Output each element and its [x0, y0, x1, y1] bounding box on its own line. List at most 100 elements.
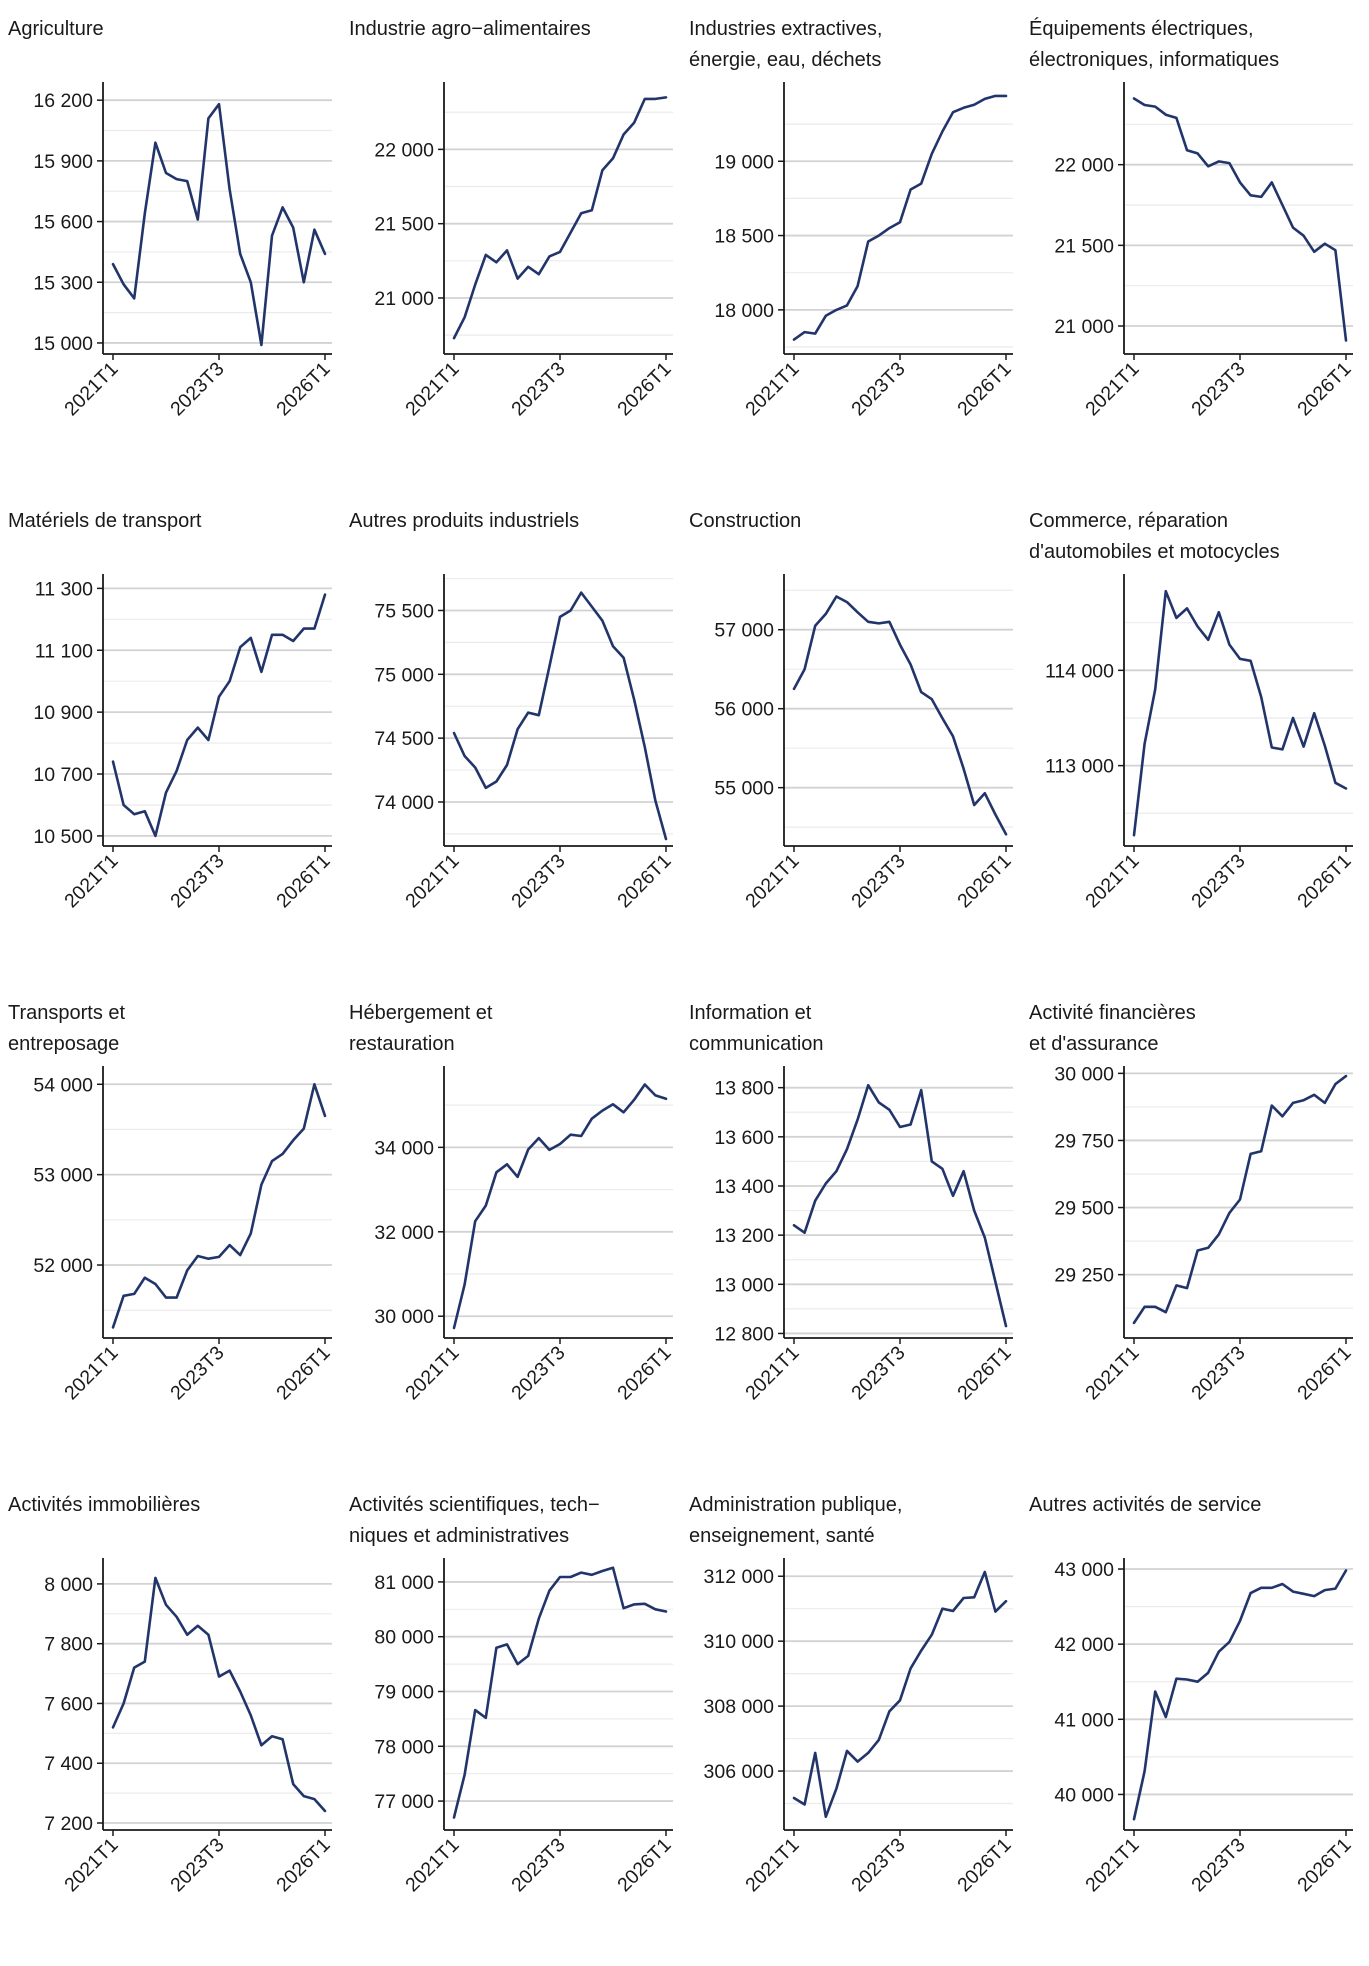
- x-tick-label: 2023T3: [507, 358, 569, 420]
- line-chart: 52 000 53 000 54 000 2021T1 2023T3 2026T1: [33, 1066, 335, 1404]
- series-line: [792, 595, 1008, 836]
- y-tick-label: 21 500: [1054, 235, 1114, 257]
- x-tick-label: 2021T1: [401, 850, 463, 912]
- x-tick-label: 2023T3: [1187, 1834, 1249, 1896]
- y-tick-label: 15 900: [33, 151, 93, 173]
- y-tick-label: 21 000: [374, 288, 434, 310]
- y-tick-label: 79 000: [374, 1682, 434, 1704]
- line-chart: 113 000 114 000 2021T1 2023T3 2026T1: [1045, 574, 1356, 912]
- chart-title: Matériels de transport: [8, 510, 202, 532]
- y-tick-label: 16 200: [33, 90, 93, 112]
- chart-panel: Hébergement et restauration 30 000 32 000 3…: [341, 984, 681, 1474]
- x-tick-label: 2023T3: [507, 1834, 569, 1896]
- y-tick-label: 7 400: [44, 1753, 93, 1775]
- y-tick-label: 15 600: [33, 212, 93, 234]
- y-tick-label: 22 000: [1054, 155, 1114, 177]
- chart-panel: Commerce, réparation d'automobiles et mo…: [1021, 492, 1361, 982]
- y-tick-label: 30 000: [1054, 1063, 1114, 1085]
- x-tick-label: 2026T1: [953, 358, 1015, 420]
- x-tick-label: 2023T3: [1187, 358, 1249, 420]
- x-tick-label: 2021T1: [741, 358, 803, 420]
- x-tick-label: 2021T1: [60, 1834, 122, 1896]
- x-tick-label: 2023T3: [166, 1834, 228, 1896]
- x-tick-label: 2023T3: [847, 850, 909, 912]
- y-tick-label: 57 000: [714, 620, 774, 642]
- series-line: [111, 1576, 327, 1813]
- chart-title: Transports et entreposage: [8, 1002, 126, 1055]
- y-tick-label: 81 000: [374, 1572, 434, 1594]
- y-tick-label: 32 000: [374, 1222, 434, 1244]
- y-tick-label: 54 000: [33, 1074, 93, 1096]
- series-line: [111, 1083, 327, 1329]
- x-tick-label: 2021T1: [401, 1342, 463, 1404]
- series-line: [792, 94, 1008, 341]
- chart-panel: Activité financières et d'assurance 29 25…: [1021, 984, 1361, 1474]
- x-tick-label: 2026T1: [953, 1342, 1015, 1404]
- chart-panel: Administration publique, enseignement, s…: [681, 1476, 1021, 1966]
- x-tick-label: 2021T1: [60, 850, 122, 912]
- y-tick-label: 10 500: [33, 826, 93, 848]
- y-tick-label: 78 000: [374, 1736, 434, 1758]
- x-tick-label: 2021T1: [741, 1834, 803, 1896]
- series-line: [452, 591, 668, 841]
- y-tick-label: 29 500: [1054, 1198, 1114, 1220]
- y-tick-label: 15 300: [33, 272, 93, 294]
- x-tick-label: 2023T3: [507, 1342, 569, 1404]
- y-tick-label: 18 500: [714, 226, 774, 248]
- x-tick-label: 2023T3: [166, 358, 228, 420]
- y-tick-label: 55 000: [714, 778, 774, 800]
- series-line: [792, 1083, 1008, 1328]
- series-line: [792, 1570, 1008, 1819]
- line-chart: 74 000 74 500 75 000 75 500 2021T1 2023T3 2026…: [374, 574, 676, 912]
- x-tick-label: 2023T3: [1187, 1342, 1249, 1404]
- chart-title: Hébergement et restauration: [349, 1002, 493, 1055]
- y-tick-label: 75 000: [374, 664, 434, 686]
- y-tick-label: 312 000: [704, 1566, 775, 1588]
- x-tick-label: 2023T3: [166, 850, 228, 912]
- x-tick-label: 2026T1: [272, 850, 334, 912]
- x-tick-label: 2021T1: [1081, 358, 1143, 420]
- chart-title: Autres produits industriels: [349, 510, 580, 532]
- y-tick-label: 74 000: [374, 792, 434, 814]
- chart-panel: Industries extractives, énergie, eau, dé…: [681, 0, 1021, 490]
- chart-panel: Agriculture 15 000 15 300 15 600 15 900 16 20…: [0, 0, 340, 490]
- y-tick-label: 13 000: [714, 1274, 774, 1296]
- chart-panel: Information et communication 12 800 13 000…: [681, 984, 1021, 1474]
- y-tick-label: 53 000: [33, 1165, 93, 1187]
- chart-panel: Équipements électriques, électroniques, …: [1021, 0, 1361, 490]
- y-tick-label: 42 000: [1054, 1634, 1114, 1656]
- y-tick-label: 52 000: [33, 1255, 93, 1277]
- x-tick-label: 2026T1: [272, 1834, 334, 1896]
- chart-title: Autres activités de service: [1029, 1494, 1262, 1516]
- x-tick-label: 2026T1: [272, 358, 334, 420]
- y-tick-label: 113 000: [1045, 756, 1114, 778]
- x-tick-label: 2026T1: [1293, 358, 1355, 420]
- chart-title: Commerce, réparation d'automobiles et mo…: [1029, 510, 1280, 563]
- series-line: [1132, 97, 1348, 342]
- y-tick-label: 15 000: [33, 333, 93, 355]
- y-tick-label: 22 000: [374, 139, 434, 161]
- chart-title: Industrie agro−alimentaires: [349, 18, 591, 40]
- line-chart: 77 000 78 000 79 000 80 000 81 000 2021T1 2023…: [374, 1558, 676, 1896]
- line-chart: 21 000 21 500 22 000 2021T1 2023T3 2026T1: [374, 82, 676, 420]
- x-tick-label: 2021T1: [741, 850, 803, 912]
- x-tick-label: 2021T1: [60, 1342, 122, 1404]
- y-tick-label: 34 000: [374, 1137, 434, 1159]
- y-tick-label: 7 200: [44, 1813, 93, 1835]
- x-tick-label: 2021T1: [60, 358, 122, 420]
- y-tick-label: 77 000: [374, 1791, 434, 1813]
- x-tick-label: 2021T1: [1081, 1342, 1143, 1404]
- series-line: [1132, 1074, 1348, 1325]
- chart-title: Activités immobilières: [8, 1494, 201, 1516]
- y-tick-label: 13 200: [714, 1225, 774, 1247]
- line-chart: 55 000 56 000 57 000 2021T1 2023T3 2026T1: [714, 574, 1016, 912]
- x-tick-label: 2023T3: [1187, 850, 1249, 912]
- y-tick-label: 21 500: [374, 214, 434, 236]
- series-line: [111, 593, 327, 838]
- y-tick-label: 13 400: [714, 1176, 774, 1198]
- x-tick-label: 2023T3: [166, 1342, 228, 1404]
- line-chart: 40 000 41 000 42 000 43 000 2021T1 2023T3 2026…: [1054, 1558, 1356, 1896]
- line-chart: 12 800 13 000 13 200 13 400 13 600 13 800 2021…: [714, 1066, 1016, 1404]
- chart-panel: Autres activités de service 40 000 41 000 4…: [1021, 1476, 1361, 1966]
- x-tick-label: 2023T3: [507, 850, 569, 912]
